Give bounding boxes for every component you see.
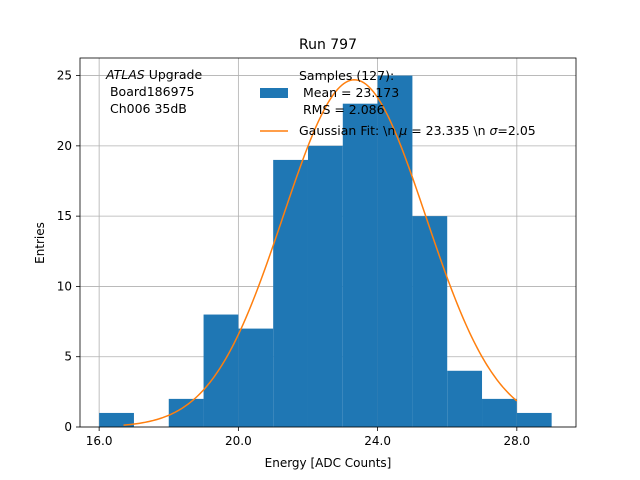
y-tick-label-0: 0 [64,420,72,434]
annotation-box: ATLAS Upgrade Board186975 Ch006 35dB [105,67,202,116]
legend-fit-label: Gaussian Fit: \n μ = 23.335 \n σ=2.05 [299,123,536,138]
legend-fit-suffix: =2.05 [497,123,535,138]
legend: Samples (127): Mean = 23.173 RMS = 2.086… [260,68,536,138]
histogram-bar-10 [447,370,483,427]
gaussian-fit-curve [123,79,518,426]
legend-fit-prefix: Gaussian Fit: \n [299,123,399,138]
histogram-bar-12 [516,412,552,427]
legend-hist-swatch [260,88,288,98]
legend-hist-line-2: Mean = 23.173 [299,85,399,100]
x-tick-label-3: 28.0 [503,434,530,448]
legend-fit-middle: = 23.335 \n [407,123,489,138]
plot-frame [79,57,577,428]
legend-hist-line-3: RMS = 2.086 [299,102,385,117]
legend-fit-sigma: σ [489,123,498,138]
histogram-bar-8 [377,75,413,428]
legend-hist-line-1: Samples (127): [299,68,394,83]
x-axis-ticks: 16.0 20.0 24.0 28.0 [86,427,530,448]
histogram-bar-6 [307,145,343,427]
x-tick-label-1: 20.0 [225,434,252,448]
annotation-line-3: Ch006 35dB [106,101,187,116]
histogram-bar-4 [238,328,274,427]
annotation-atlas: ATLAS [105,67,145,82]
histogram-bar-3 [203,314,239,427]
y-axis-label: Entries [33,222,47,264]
legend-fit-mu: μ [398,123,407,138]
y-tick-label-4: 20 [57,139,72,153]
histogram-bar-5 [273,159,308,427]
y-tick-label-2: 10 [57,279,72,293]
x-tick-label-0: 16.0 [86,434,113,448]
x-axis-label: Energy [ADC Counts] [265,456,392,470]
annotation-line-1: ATLAS Upgrade [105,67,202,82]
annotation-upgrade: Upgrade [145,67,203,82]
y-axis-ticks: 0 5 10 15 20 25 [57,69,80,434]
y-tick-label-5: 25 [57,69,72,83]
histogram-bars [99,75,552,428]
histogram-bar-0 [99,412,134,427]
histogram-bar-9 [412,216,448,427]
y-tick-label-3: 15 [57,209,72,223]
histogram-bar-11 [482,398,517,427]
chart-title: Run 797 [299,37,357,53]
x-tick-label-2: 24.0 [364,434,391,448]
annotation-line-2: Board186975 [106,84,194,99]
histogram-bar-7 [342,103,378,427]
y-tick-label-1: 5 [64,350,72,364]
